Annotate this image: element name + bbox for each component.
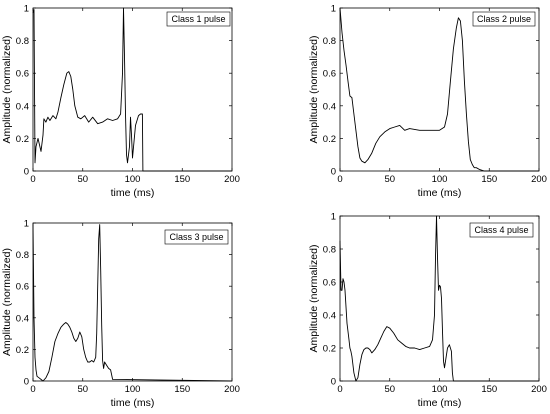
- y-tick-label: 0.2: [16, 134, 29, 145]
- y-tick-label: 1: [24, 219, 29, 230]
- y-tick-label: 0.8: [323, 245, 336, 256]
- y-tick-label: 0.4: [16, 101, 29, 112]
- legend: Class 4 pulse: [469, 222, 534, 238]
- x-tick-label: 100: [125, 174, 141, 185]
- pulse-series-line: [339, 7, 539, 172]
- x-tick-label: 100: [432, 384, 448, 395]
- chart-panel-3: 0 50 100 150 200 0 0.2 0.4 0.6 0.8 1 time (ms) Ampli…: [1, 219, 240, 410]
- legend-text: Class 2 pulse: [477, 14, 531, 24]
- y-tick-label: 1: [331, 4, 336, 15]
- x-tick-label: 200: [531, 384, 547, 395]
- legend-text: Class 4 pulse: [474, 225, 528, 235]
- pulse-series-line: [32, 7, 232, 172]
- x-axis-label: time (ms): [418, 187, 462, 199]
- legend-text: Class 1 pulse: [171, 14, 225, 24]
- x-tick-label: 200: [531, 174, 547, 185]
- y-tick-label: 0.8: [16, 36, 29, 47]
- y-tick-label: 0.2: [16, 345, 29, 356]
- legend-box: [469, 222, 534, 238]
- y-tick-label: 0.6: [16, 69, 29, 80]
- x-tick-label: 200: [224, 174, 240, 185]
- x-axis-label: time (ms): [111, 187, 155, 199]
- x-tick-label: 0: [30, 384, 35, 395]
- y-tick-label: 0.8: [16, 250, 29, 261]
- y-tick-label: 1: [24, 4, 29, 15]
- x-tick-label: 0: [337, 174, 342, 185]
- axes-box: [339, 215, 540, 382]
- y-tick-label: 0: [24, 167, 29, 178]
- y-tick-label: 0.8: [323, 36, 336, 47]
- x-tick-label: 200: [224, 384, 240, 395]
- y-tick-label: 0.6: [323, 69, 336, 80]
- x-tick-label: 150: [174, 384, 190, 395]
- y-tick-label: 0.2: [323, 134, 336, 145]
- legend: Class 2 pulse: [472, 11, 536, 27]
- x-tick-label: 150: [174, 174, 190, 185]
- y-axis-label: Amplitude (normalized): [308, 36, 320, 144]
- x-axis-label: time (ms): [418, 397, 462, 409]
- chart-panel-4: 0 50 100 150 200 0 0.2 0.4 0.6 0.8 1 time (ms) Ampli…: [308, 212, 547, 410]
- y-tick-label: 0.4: [323, 101, 336, 112]
- y-tick-label: 0.6: [16, 282, 29, 293]
- chart-panel-2: 0 50 100 150 200 0 0.2 0.4 0.6 0.8 1 time (ms) Ampli…: [308, 4, 547, 200]
- x-tick-label: 0: [30, 174, 35, 185]
- y-tick-label: 1: [331, 212, 336, 223]
- pulse-series-line: [339, 215, 539, 382]
- y-tick-label: 0.4: [323, 311, 336, 322]
- y-tick-label: 0.4: [16, 313, 29, 324]
- y-tick-label: 0.2: [323, 344, 336, 355]
- axes-box: [32, 222, 233, 382]
- y-axis-label: Amplitude (normalized): [1, 248, 13, 356]
- x-tick-label: 100: [125, 384, 141, 395]
- x-tick-label: 50: [384, 384, 395, 395]
- x-tick-label: 50: [384, 174, 395, 185]
- legend-box: [472, 11, 536, 27]
- y-tick-label: 0: [331, 167, 336, 178]
- y-tick-label: 0: [24, 377, 29, 388]
- legend-box: [166, 11, 231, 27]
- x-tick-label: 150: [481, 174, 497, 185]
- axes-box: [339, 7, 540, 172]
- legend: Class 3 pulse: [164, 229, 229, 245]
- pulse-series-line: [32, 224, 233, 382]
- y-axis-label: Amplitude (normalized): [308, 245, 320, 353]
- legend-box: [164, 229, 229, 245]
- chart-panel-1: 0 50 100 150 200 0 0.2 0.4 0.6 0.8 1 time (ms) Ampli…: [1, 4, 240, 200]
- legend: Class 1 pulse: [166, 11, 231, 27]
- y-tick-label: 0.6: [323, 278, 336, 289]
- x-tick-label: 100: [432, 174, 448, 185]
- x-axis-label: time (ms): [111, 397, 155, 409]
- y-axis-label: Amplitude (normalized): [1, 36, 13, 144]
- x-tick-label: 50: [77, 384, 88, 395]
- x-tick-label: 0: [337, 384, 342, 395]
- y-tick-label: 0: [331, 377, 336, 388]
- x-tick-label: 150: [481, 384, 497, 395]
- legend-text: Class 3 pulse: [169, 232, 223, 242]
- x-tick-label: 50: [77, 174, 88, 185]
